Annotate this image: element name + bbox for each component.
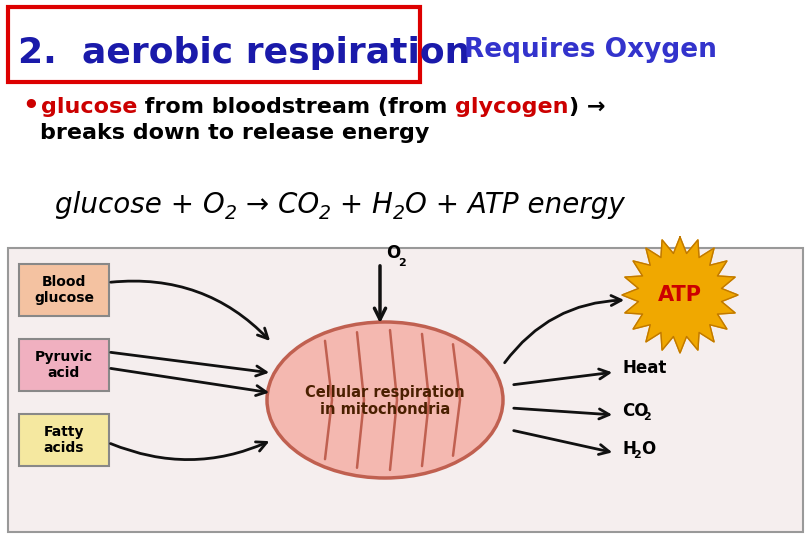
Text: 2.  aerobic respiration: 2. aerobic respiration: [18, 36, 471, 70]
Text: → CO: → CO: [237, 191, 319, 219]
FancyBboxPatch shape: [8, 248, 803, 532]
Text: ATP: ATP: [658, 285, 702, 305]
FancyBboxPatch shape: [19, 414, 109, 466]
Text: Fatty
acids: Fatty acids: [44, 425, 84, 455]
Text: 2: 2: [319, 204, 331, 223]
Text: 2: 2: [398, 258, 406, 268]
Text: breaks down to release energy: breaks down to release energy: [40, 123, 429, 143]
Text: 2: 2: [393, 204, 405, 223]
Text: O + ATP energy: O + ATP energy: [405, 191, 625, 219]
Text: Requires Oxygen: Requires Oxygen: [463, 37, 716, 63]
FancyBboxPatch shape: [8, 7, 420, 82]
Text: CO: CO: [622, 402, 649, 420]
Text: O: O: [641, 440, 655, 458]
Text: glycogen: glycogen: [455, 97, 569, 117]
Text: Cellular respiration: Cellular respiration: [305, 384, 465, 400]
Text: H: H: [622, 440, 636, 458]
Text: in mitochondria: in mitochondria: [320, 402, 450, 417]
Text: glucose: glucose: [40, 97, 137, 117]
Text: from bloodstream (from: from bloodstream (from: [137, 97, 455, 117]
Text: O: O: [386, 244, 400, 262]
Ellipse shape: [267, 322, 503, 478]
Text: Blood
glucose: Blood glucose: [34, 275, 94, 305]
FancyBboxPatch shape: [19, 339, 109, 391]
Text: 2: 2: [224, 204, 237, 223]
Text: + H: + H: [331, 191, 393, 219]
Text: 2: 2: [633, 450, 641, 460]
Text: Heat: Heat: [622, 359, 667, 377]
Text: ) →: ) →: [569, 97, 605, 117]
Text: 2: 2: [643, 412, 650, 422]
Polygon shape: [622, 237, 738, 353]
Text: Pyruvic
acid: Pyruvic acid: [35, 350, 93, 380]
FancyBboxPatch shape: [19, 264, 109, 316]
Text: •: •: [22, 94, 39, 120]
Text: glucose + O: glucose + O: [55, 191, 224, 219]
